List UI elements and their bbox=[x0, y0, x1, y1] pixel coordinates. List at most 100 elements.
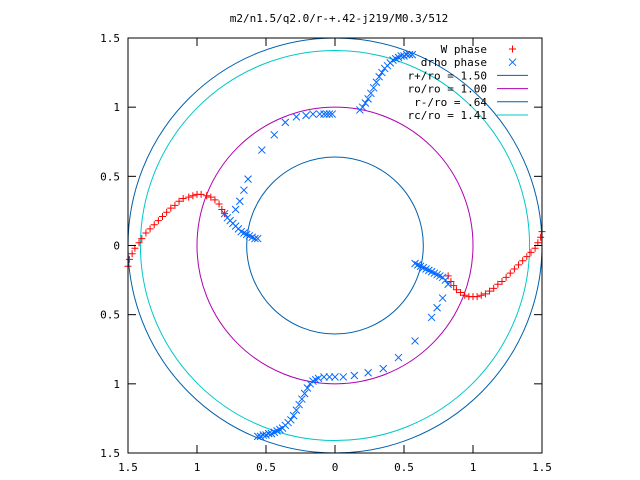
data-point bbox=[438, 294, 447, 302]
data-point bbox=[379, 364, 388, 373]
data-point bbox=[167, 204, 175, 212]
data-point bbox=[367, 89, 375, 98]
x-tick-label: 1 bbox=[470, 461, 477, 474]
circle-3 bbox=[139, 49, 531, 442]
data-point bbox=[375, 72, 384, 81]
data-point bbox=[240, 186, 248, 195]
legend-label: rc/ro = 1.41 bbox=[408, 109, 487, 122]
data-point bbox=[444, 272, 452, 280]
data-point bbox=[218, 206, 226, 214]
data-point bbox=[450, 282, 458, 290]
data-point bbox=[461, 291, 469, 299]
data-point bbox=[325, 373, 334, 381]
data-point bbox=[231, 205, 240, 214]
data-point bbox=[281, 118, 290, 127]
data-point bbox=[302, 111, 310, 120]
data-point bbox=[159, 212, 166, 220]
data-point bbox=[142, 229, 150, 237]
data-point bbox=[258, 146, 266, 154]
data-point bbox=[189, 192, 197, 200]
data-point bbox=[179, 194, 187, 202]
data-point bbox=[185, 193, 193, 201]
y-tick-label: 0 bbox=[113, 240, 120, 253]
data-point bbox=[457, 289, 465, 297]
y-tick-label: 0.5 bbox=[100, 170, 120, 183]
data-point bbox=[444, 280, 453, 289]
data-point bbox=[369, 83, 378, 92]
axis-ticks: 1.5 1 0.5 0 0.5 1 1.51.510.500.511.5 bbox=[100, 32, 552, 474]
data-point bbox=[494, 280, 502, 288]
data-point bbox=[125, 255, 133, 263]
data-point bbox=[197, 190, 205, 198]
series-1 bbox=[220, 50, 453, 441]
data-point bbox=[411, 337, 419, 345]
data-point bbox=[502, 273, 510, 281]
data-point bbox=[215, 200, 223, 208]
data-point bbox=[235, 197, 244, 206]
data-point bbox=[325, 110, 334, 118]
data-point bbox=[481, 290, 489, 298]
data-point bbox=[433, 303, 441, 312]
data-point bbox=[527, 248, 535, 256]
data-point bbox=[320, 110, 328, 118]
data-point bbox=[427, 313, 436, 322]
data-point bbox=[364, 95, 372, 103]
data-point bbox=[256, 432, 265, 441]
data-point bbox=[328, 110, 337, 118]
data-point bbox=[361, 99, 370, 107]
data-point bbox=[537, 233, 545, 241]
data-point bbox=[408, 50, 417, 59]
data-point bbox=[207, 193, 215, 201]
data-point bbox=[298, 395, 306, 403]
y-tick-label: 1.5 bbox=[100, 447, 120, 460]
data-point bbox=[138, 235, 146, 243]
data-point bbox=[163, 208, 171, 216]
data-point bbox=[350, 371, 359, 380]
data-point bbox=[306, 379, 315, 388]
x-tick-label: 1.5 bbox=[532, 461, 552, 474]
data-point bbox=[303, 384, 312, 392]
x-tick-label: 0 bbox=[332, 461, 339, 474]
legend-label: r+/ro = 1.50 bbox=[408, 69, 487, 82]
x-tick-label: 1 bbox=[194, 461, 201, 474]
data-point bbox=[128, 250, 136, 258]
data-point bbox=[171, 201, 179, 209]
data-point bbox=[405, 50, 414, 59]
data-point bbox=[292, 112, 301, 121]
x-tick-label: 0.5 bbox=[394, 461, 414, 474]
data-point bbox=[510, 265, 518, 273]
x-tick-label: 0.5 bbox=[256, 461, 276, 474]
data-point bbox=[175, 197, 183, 205]
data-point bbox=[220, 209, 229, 218]
data-point bbox=[251, 234, 259, 243]
data-point bbox=[506, 269, 514, 277]
data-point bbox=[331, 373, 339, 381]
legend-marker bbox=[509, 45, 516, 53]
data-point bbox=[289, 411, 298, 420]
data-point bbox=[295, 400, 303, 409]
data-point bbox=[253, 234, 262, 243]
data-point bbox=[486, 287, 494, 295]
data-point bbox=[523, 253, 531, 261]
y-tick-label: 1 bbox=[113, 101, 120, 114]
data-point bbox=[339, 373, 348, 381]
data-point bbox=[253, 432, 262, 441]
data-point bbox=[402, 50, 411, 59]
data-point bbox=[473, 293, 481, 301]
x-tick-label: 1.5 bbox=[118, 461, 138, 474]
data-point bbox=[154, 217, 162, 225]
data-point bbox=[364, 368, 372, 377]
data-point bbox=[315, 110, 324, 118]
legend-marker bbox=[508, 58, 517, 67]
data-point bbox=[452, 286, 460, 294]
data-point bbox=[203, 192, 211, 200]
legend-label: r-/ro = .64 bbox=[414, 96, 487, 109]
data-point bbox=[322, 110, 331, 118]
y-tick-label: 1 bbox=[113, 378, 120, 391]
data-point bbox=[519, 257, 527, 265]
legend-label: ro/ro = 1.00 bbox=[408, 83, 487, 96]
chart-title: m2/n1.5/q2.0/r-+.42-j219/M0.3/512 bbox=[230, 12, 449, 25]
data-point bbox=[135, 239, 143, 247]
